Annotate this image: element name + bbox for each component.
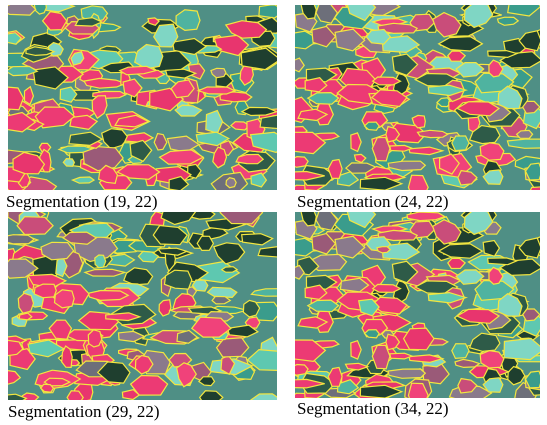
segment (226, 178, 236, 188)
panel (295, 5, 540, 190)
segmentation-image (8, 5, 277, 190)
segment (88, 330, 102, 347)
segmentation-image (295, 212, 540, 398)
segment (176, 10, 200, 31)
segment (259, 5, 277, 18)
segment (8, 235, 34, 244)
panel (295, 212, 540, 398)
caption: Segmentation (24, 22) (297, 192, 449, 212)
segment (507, 139, 540, 148)
segment (452, 344, 469, 359)
segment (8, 5, 36, 15)
segment (388, 369, 425, 378)
figure: Segmentation (19, 22) Segmentation (24, … (0, 0, 547, 425)
panel (8, 5, 277, 190)
panel (8, 212, 277, 400)
segment (198, 87, 235, 94)
segment (517, 130, 533, 138)
segment (418, 130, 448, 137)
segment (452, 136, 469, 151)
segment (377, 247, 390, 253)
caption: Segmentation (29, 22) (8, 402, 160, 422)
caption: Segmentation (34, 22) (297, 399, 449, 419)
segment (34, 284, 56, 298)
segment (17, 217, 53, 235)
caption: Segmentation (19, 22) (6, 192, 158, 212)
segment (159, 300, 171, 316)
segment (388, 161, 425, 170)
segmentation-image (8, 212, 277, 400)
segmentation-image (295, 5, 540, 190)
segment (88, 291, 128, 301)
segment (504, 338, 540, 359)
segment (95, 255, 106, 268)
segment (222, 267, 237, 273)
